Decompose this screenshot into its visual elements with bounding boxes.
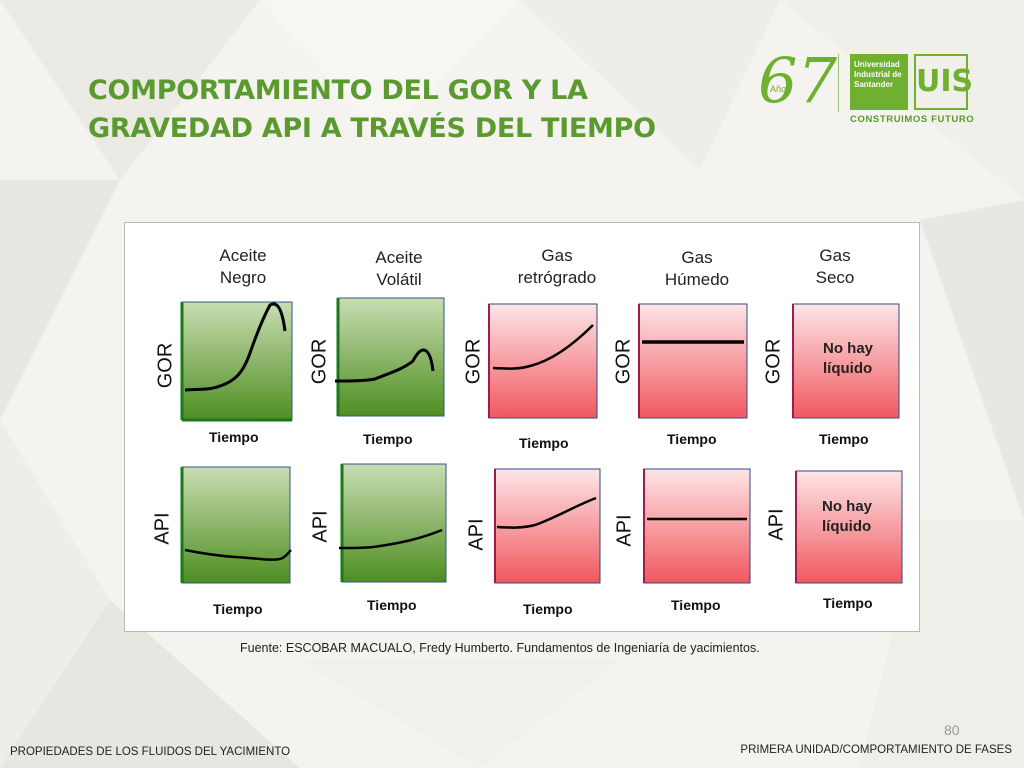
xlabel-api-4: Tiempo — [671, 597, 721, 613]
logo-anniversary-number: 67 — [758, 44, 837, 117]
footer-unit-title: PRIMERA UNIDAD/COMPORTAMIENTO DE FASES — [740, 744, 1012, 756]
footer-course-title: PROPIEDADES DE LOS FLUIDOS DEL YACIMIENT… — [10, 746, 291, 758]
panel-gor-aceite-volatil — [334, 297, 445, 417]
xlabel-api-5: Tiempo — [823, 595, 873, 611]
panel-api-gas-seco — [795, 470, 903, 584]
curve-gor-aceite-negro — [184, 302, 287, 392]
xlabel-api-2: Tiempo — [367, 597, 417, 613]
ylabel-api-5: API — [765, 508, 788, 541]
panel-gor-gas-retrogrado — [488, 303, 598, 419]
xlabel-api-3: Tiempo — [523, 601, 573, 617]
ylabel-gor-1: GOR — [154, 342, 177, 389]
curve-api-aceite-negro — [184, 548, 292, 561]
xlabel-gor-2: Tiempo — [363, 431, 413, 447]
ylabel-gor-2: GOR — [308, 338, 331, 385]
panel-gor-aceite-negro — [180, 301, 293, 422]
ylabel-api-1: API — [151, 512, 174, 545]
logo-anniversary-label: Años — [770, 84, 791, 94]
ylabel-gor-4: GOR — [612, 338, 635, 385]
column-title-gas-seco: Gas Seco — [815, 246, 855, 287]
xlabel-gor-5: Tiempo — [819, 431, 869, 447]
page-number: 80 — [944, 722, 960, 738]
panel-api-gas-retrogrado — [494, 468, 601, 584]
xlabel-gor-3: Tiempo — [519, 435, 569, 451]
no-liquid-gor: No hay líquido — [823, 340, 874, 377]
panel-api-aceite-volatil — [338, 463, 447, 583]
xlabel-api-1: Tiempo — [213, 601, 263, 617]
logo-emblem: UIS — [914, 54, 973, 110]
xlabel-gor-4: Tiempo — [667, 431, 717, 447]
column-title-aceite-negro: Aceite Negro — [219, 246, 267, 287]
no-liquid-api: No hay líquido — [822, 498, 873, 535]
logo-university-name: Universidad Industrial de Santander — [850, 54, 908, 110]
page-title-line-2: GRAVEDAD API A TRAVÉS DEL TIEMPO — [88, 113, 656, 144]
curve-gor-gas-retrogrado — [492, 324, 594, 370]
panel-gor-gas-humedo — [638, 303, 748, 419]
behavior-figure: Aceite Negro Aceite Volátil Gas retrógra… — [124, 222, 920, 632]
column-title-gas-retrogrado: Gas retrógrado — [517, 246, 597, 287]
panel-gor-gas-seco — [792, 303, 900, 419]
ylabel-gor-5: GOR — [762, 338, 785, 385]
source-citation: Fuente: ESCOBAR MACUALO, Fredy Humberto.… — [240, 641, 760, 655]
logo-tagline: CONSTRUIMOS FUTURO — [850, 114, 975, 125]
logo-divider — [838, 54, 839, 112]
ylabel-api-4: API — [613, 514, 636, 547]
panel-api-aceite-negro — [180, 466, 292, 584]
column-title-gas-humedo: Gas Húmedo — [664, 248, 730, 289]
curve-gor-aceite-volatil — [334, 348, 435, 383]
university-logo: 67 Años Universidad Industrial de Santan… — [756, 46, 976, 130]
panel-api-gas-humedo — [643, 468, 751, 584]
xlabel-gor-1: Tiempo — [209, 429, 259, 445]
ylabel-gor-3: GOR — [462, 338, 485, 385]
ylabel-api-3: API — [465, 518, 488, 551]
ylabel-api-2: API — [309, 510, 332, 543]
curve-api-aceite-volatil — [338, 528, 443, 550]
page-title: COMPORTAMIENTO DEL GOR Y LA GRAVEDAD API… — [88, 72, 688, 148]
curve-api-gas-retrogrado — [496, 496, 597, 529]
column-title-aceite-volatil: Aceite Volátil — [375, 248, 423, 289]
figure-graphics — [180, 297, 903, 584]
page-title-line-1: COMPORTAMIENTO DEL GOR Y LA — [88, 75, 588, 106]
